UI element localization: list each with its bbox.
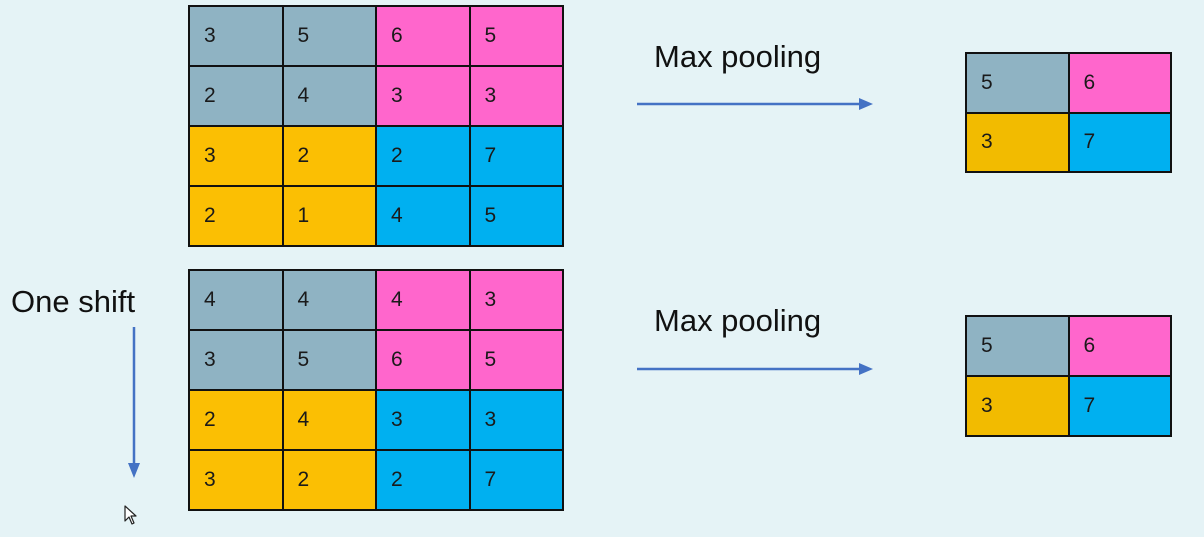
grid-cell: 2 [190, 67, 282, 125]
grid-cell: 1 [283, 187, 375, 245]
grid-cell: 5 [283, 331, 375, 389]
grid-cell: 4 [377, 271, 469, 329]
grid-cell: 3 [377, 391, 469, 449]
grid-cell: 7 [1069, 113, 1170, 171]
mouse-cursor-icon [124, 505, 137, 525]
down-arrow [128, 327, 140, 478]
grid-cell: 3 [377, 67, 469, 125]
grid-cell: 3 [470, 271, 562, 329]
grid-cell: 3 [967, 113, 1068, 171]
one-shift-label: One shift [11, 284, 136, 319]
grid-cell: 5 [283, 7, 375, 65]
bottom-input-grid: 4 4 4 3 3 5 6 5 2 4 3 3 3 2 2 7 [188, 269, 564, 511]
grid-cell: 7 [470, 451, 562, 509]
right-arrow-top [637, 98, 873, 110]
grid-cell: 5 [470, 331, 562, 389]
max-pooling-label-bottom: Max pooling [654, 303, 822, 338]
grid-cell: 5 [470, 187, 562, 245]
grid-cell: 3 [470, 391, 562, 449]
grid-cell: 4 [190, 271, 282, 329]
top-output-grid: 5 6 3 7 [965, 52, 1172, 173]
grid-cell: 7 [470, 127, 562, 185]
grid-cell: 2 [190, 391, 282, 449]
grid-cell: 6 [1069, 54, 1170, 112]
grid-cell: 2 [283, 127, 375, 185]
grid-cell: 4 [283, 271, 375, 329]
grid-cell: 3 [190, 331, 282, 389]
top-input-grid: 3 5 6 5 2 4 3 3 3 2 2 7 2 1 4 5 [188, 5, 564, 247]
grid-cell: 2 [190, 187, 282, 245]
grid-cell: 3 [190, 127, 282, 185]
grid-cell: 2 [283, 451, 375, 509]
grid-cell: 3 [190, 7, 282, 65]
grid-cell: 5 [470, 7, 562, 65]
grid-cell: 4 [283, 67, 375, 125]
bottom-output-grid: 5 6 3 7 [965, 315, 1172, 437]
right-arrow-bottom [637, 363, 873, 375]
grid-cell: 3 [470, 67, 562, 125]
grid-cell: 2 [377, 127, 469, 185]
grid-cell: 6 [377, 7, 469, 65]
max-pooling-label-top: Max pooling [654, 39, 822, 74]
grid-cell: 3 [190, 451, 282, 509]
grid-cell: 5 [967, 54, 1068, 112]
grid-cell: 6 [377, 331, 469, 389]
grid-cell: 5 [967, 317, 1068, 375]
grid-cell: 3 [967, 377, 1068, 435]
grid-cell: 6 [1069, 317, 1170, 375]
grid-cell: 7 [1069, 377, 1170, 435]
grid-cell: 2 [377, 451, 469, 509]
grid-cell: 4 [283, 391, 375, 449]
grid-cell: 4 [377, 187, 469, 245]
